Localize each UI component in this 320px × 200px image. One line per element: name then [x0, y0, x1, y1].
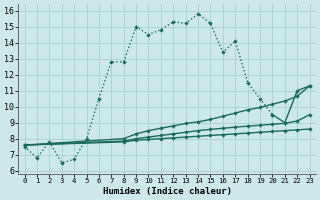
- X-axis label: Humidex (Indice chaleur): Humidex (Indice chaleur): [103, 187, 232, 196]
